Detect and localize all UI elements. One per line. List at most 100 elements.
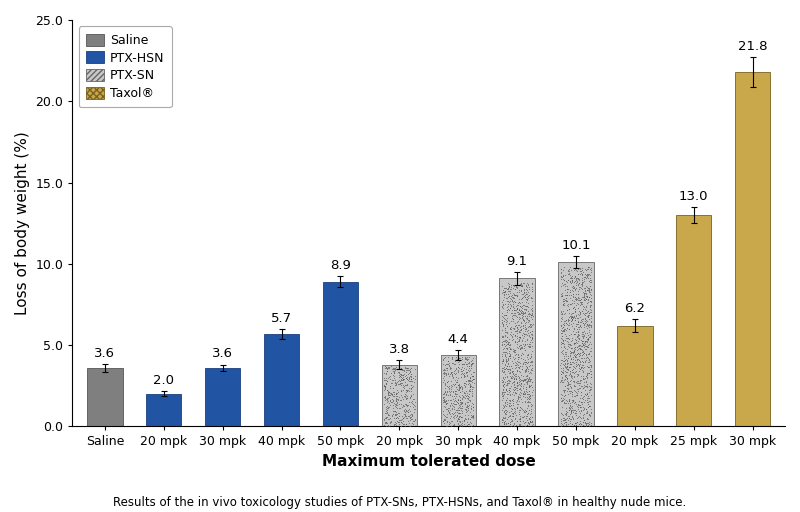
- Point: [757, 96, 770, 104]
- Point: [640, 357, 653, 366]
- Point: [639, 417, 652, 425]
- Point: [454, 413, 467, 421]
- Point: [737, 150, 750, 158]
- Point: [685, 249, 698, 257]
- Point: [514, 351, 527, 359]
- Point: [731, 343, 744, 351]
- Point: [579, 420, 592, 428]
- Point: [516, 337, 529, 345]
- Point: [517, 392, 530, 400]
- Point: [633, 396, 646, 404]
- Point: [517, 342, 530, 350]
- Point: [737, 331, 750, 339]
- Point: [585, 316, 598, 325]
- Point: [694, 342, 707, 350]
- Point: [741, 386, 754, 394]
- Point: [561, 360, 574, 369]
- Point: [458, 358, 471, 366]
- Point: [732, 355, 745, 363]
- Point: [750, 213, 762, 221]
- Point: [406, 411, 418, 419]
- Point: [512, 372, 525, 380]
- Point: [690, 398, 703, 406]
- Point: [565, 373, 578, 381]
- Point: [759, 181, 772, 189]
- Point: [690, 306, 703, 314]
- Point: [495, 352, 508, 360]
- Point: [461, 361, 474, 370]
- Point: [574, 365, 586, 373]
- Point: [758, 395, 771, 403]
- Point: [752, 269, 765, 278]
- Point: [740, 157, 753, 165]
- Point: [617, 339, 630, 348]
- Point: [757, 221, 770, 229]
- Point: [450, 378, 463, 387]
- Point: [738, 194, 750, 202]
- Point: [742, 340, 754, 348]
- Point: [692, 417, 705, 425]
- Point: [691, 257, 704, 265]
- Point: [501, 362, 514, 371]
- Point: [677, 261, 690, 269]
- Point: [734, 292, 746, 301]
- Point: [508, 378, 521, 386]
- Point: [733, 184, 746, 193]
- Point: [583, 305, 596, 313]
- Point: [694, 411, 706, 419]
- Point: [497, 357, 510, 365]
- Point: [618, 345, 631, 353]
- Point: [738, 157, 751, 165]
- Point: [690, 238, 702, 246]
- Point: [744, 104, 757, 112]
- Point: [574, 294, 587, 303]
- Point: [685, 308, 698, 316]
- Point: [508, 389, 521, 397]
- Point: [672, 264, 685, 272]
- Point: [748, 331, 761, 339]
- Point: [578, 342, 590, 350]
- Point: [558, 294, 570, 303]
- Point: [746, 246, 759, 254]
- Point: [753, 287, 766, 295]
- Point: [385, 390, 398, 398]
- Point: [558, 382, 571, 390]
- Point: [737, 319, 750, 327]
- Point: [566, 304, 579, 312]
- Point: [462, 362, 475, 370]
- Point: [750, 129, 762, 137]
- Point: [678, 241, 690, 249]
- Point: [616, 402, 629, 411]
- Point: [746, 190, 759, 199]
- Point: [628, 418, 641, 426]
- Point: [678, 336, 691, 344]
- Point: [761, 136, 774, 144]
- Point: [641, 366, 654, 374]
- Point: [734, 328, 747, 336]
- Point: [678, 365, 690, 373]
- Point: [633, 421, 646, 430]
- Point: [456, 366, 469, 374]
- Point: [454, 396, 466, 404]
- Point: [456, 409, 469, 417]
- Point: [574, 357, 586, 366]
- Point: [583, 309, 596, 317]
- Point: [563, 305, 576, 313]
- Point: [557, 307, 570, 315]
- Point: [761, 132, 774, 140]
- Point: [499, 414, 512, 422]
- Point: [750, 115, 763, 123]
- Point: [743, 267, 756, 275]
- Point: [682, 241, 695, 249]
- Point: [497, 337, 510, 345]
- Point: [569, 273, 582, 281]
- Point: [694, 394, 706, 402]
- Point: [567, 264, 580, 272]
- Point: [678, 331, 690, 339]
- Point: [637, 392, 650, 400]
- Point: [702, 382, 715, 391]
- Point: [466, 403, 479, 411]
- Point: [381, 397, 394, 406]
- Point: [382, 373, 394, 381]
- Point: [572, 270, 585, 278]
